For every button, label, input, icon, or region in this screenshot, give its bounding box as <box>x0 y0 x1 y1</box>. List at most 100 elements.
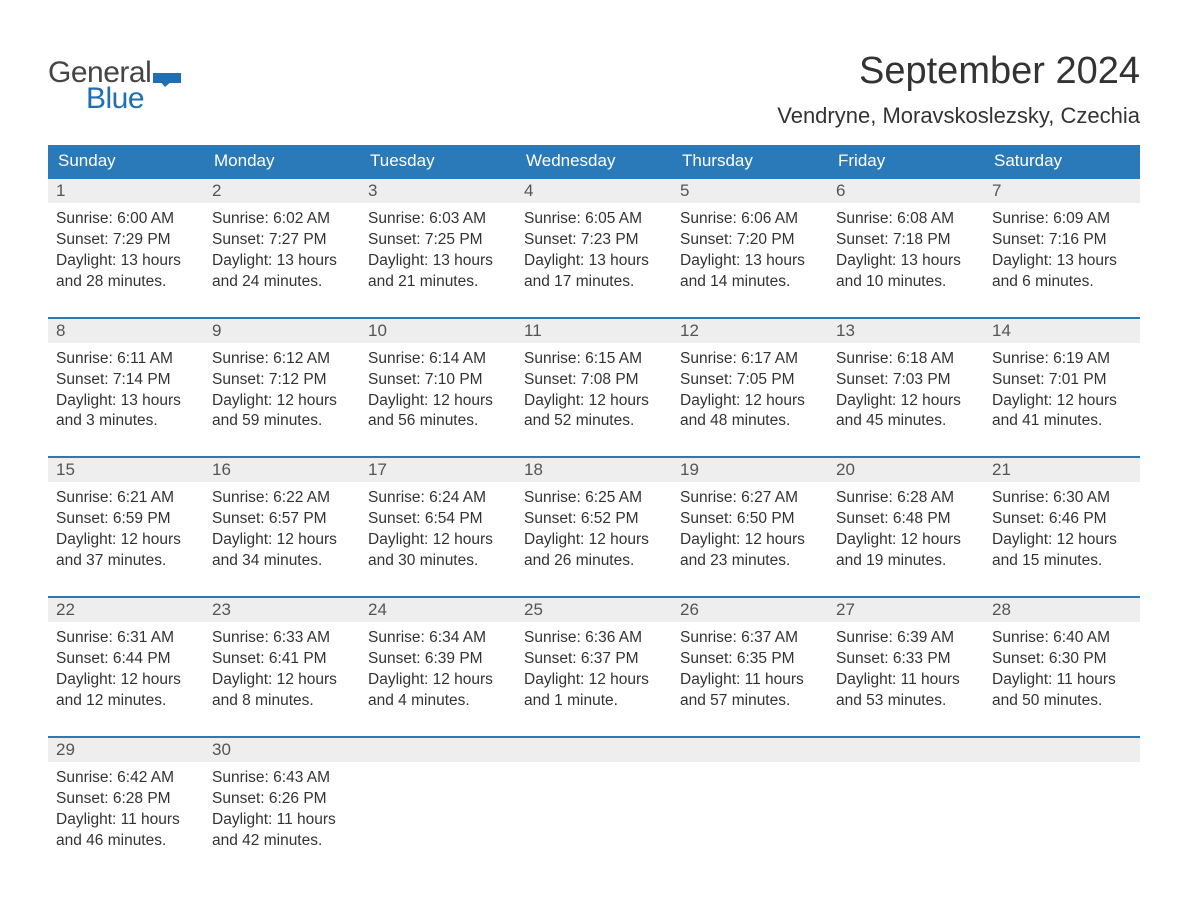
day-number: 5 <box>672 179 828 203</box>
sunrise-line: Sunrise: 6:18 AM <box>836 349 976 370</box>
daylight-line: Daylight: 12 hours and 56 minutes. <box>368 391 508 433</box>
day-number: 22 <box>48 598 204 622</box>
day-number: 30 <box>204 738 360 762</box>
day-number <box>360 738 516 762</box>
days-of-week-header: Sunday Monday Tuesday Wednesday Thursday… <box>48 145 1140 177</box>
week-row: 2930Sunrise: 6:42 AMSunset: 6:28 PMDayli… <box>48 736 1140 858</box>
sunrise-line: Sunrise: 6:33 AM <box>212 628 352 649</box>
sunrise-line: Sunrise: 6:39 AM <box>836 628 976 649</box>
dow-thursday: Thursday <box>672 145 828 177</box>
sunrise-line: Sunrise: 6:27 AM <box>680 488 820 509</box>
brand-logo: General Blue <box>48 58 187 114</box>
day-number: 11 <box>516 319 672 343</box>
day-cell <box>984 762 1140 858</box>
sunset-line: Sunset: 7:23 PM <box>524 230 664 251</box>
sunset-line: Sunset: 6:26 PM <box>212 789 352 810</box>
calendar: Sunday Monday Tuesday Wednesday Thursday… <box>48 145 1140 857</box>
day-number: 29 <box>48 738 204 762</box>
day-cell: Sunrise: 6:05 AMSunset: 7:23 PMDaylight:… <box>516 203 672 299</box>
day-number: 1 <box>48 179 204 203</box>
day-cell: Sunrise: 6:36 AMSunset: 6:37 PMDaylight:… <box>516 622 672 718</box>
day-cell: Sunrise: 6:37 AMSunset: 6:35 PMDaylight:… <box>672 622 828 718</box>
sunrise-line: Sunrise: 6:11 AM <box>56 349 196 370</box>
sunrise-line: Sunrise: 6:19 AM <box>992 349 1132 370</box>
sunset-line: Sunset: 7:18 PM <box>836 230 976 251</box>
day-cell: Sunrise: 6:17 AMSunset: 7:05 PMDaylight:… <box>672 343 828 439</box>
day-number: 8 <box>48 319 204 343</box>
day-body-row: Sunrise: 6:11 AMSunset: 7:14 PMDaylight:… <box>48 343 1140 439</box>
day-cell: Sunrise: 6:27 AMSunset: 6:50 PMDaylight:… <box>672 482 828 578</box>
daylight-line: Daylight: 12 hours and 37 minutes. <box>56 530 196 572</box>
sunset-line: Sunset: 6:39 PM <box>368 649 508 670</box>
day-number: 15 <box>48 458 204 482</box>
day-cell <box>516 762 672 858</box>
sunset-line: Sunset: 6:30 PM <box>992 649 1132 670</box>
day-cell: Sunrise: 6:28 AMSunset: 6:48 PMDaylight:… <box>828 482 984 578</box>
day-number: 24 <box>360 598 516 622</box>
sunset-line: Sunset: 7:12 PM <box>212 370 352 391</box>
day-number: 27 <box>828 598 984 622</box>
day-cell: Sunrise: 6:30 AMSunset: 6:46 PMDaylight:… <box>984 482 1140 578</box>
day-cell: Sunrise: 6:31 AMSunset: 6:44 PMDaylight:… <box>48 622 204 718</box>
sunset-line: Sunset: 7:05 PM <box>680 370 820 391</box>
day-cell: Sunrise: 6:02 AMSunset: 7:27 PMDaylight:… <box>204 203 360 299</box>
day-number: 19 <box>672 458 828 482</box>
sunset-line: Sunset: 6:28 PM <box>56 789 196 810</box>
daynum-band: 891011121314 <box>48 319 1140 343</box>
daylight-line: Daylight: 12 hours and 45 minutes. <box>836 391 976 433</box>
day-number: 12 <box>672 319 828 343</box>
sunrise-line: Sunrise: 6:17 AM <box>680 349 820 370</box>
sunrise-line: Sunrise: 6:09 AM <box>992 209 1132 230</box>
logo-word-blue: Blue <box>86 84 151 114</box>
daylight-line: Daylight: 12 hours and 48 minutes. <box>680 391 820 433</box>
sunrise-line: Sunrise: 6:02 AM <box>212 209 352 230</box>
day-number: 21 <box>984 458 1140 482</box>
sunset-line: Sunset: 7:29 PM <box>56 230 196 251</box>
day-cell: Sunrise: 6:03 AMSunset: 7:25 PMDaylight:… <box>360 203 516 299</box>
daylight-line: Daylight: 12 hours and 4 minutes. <box>368 670 508 712</box>
daylight-line: Daylight: 12 hours and 26 minutes. <box>524 530 664 572</box>
day-number: 14 <box>984 319 1140 343</box>
day-number <box>516 738 672 762</box>
dow-monday: Monday <box>204 145 360 177</box>
daylight-line: Daylight: 12 hours and 30 minutes. <box>368 530 508 572</box>
week-row: 1234567Sunrise: 6:00 AMSunset: 7:29 PMDa… <box>48 177 1140 299</box>
day-cell: Sunrise: 6:14 AMSunset: 7:10 PMDaylight:… <box>360 343 516 439</box>
sunrise-line: Sunrise: 6:30 AM <box>992 488 1132 509</box>
sunset-line: Sunset: 7:16 PM <box>992 230 1132 251</box>
sunrise-line: Sunrise: 6:03 AM <box>368 209 508 230</box>
day-cell <box>360 762 516 858</box>
day-cell: Sunrise: 6:21 AMSunset: 6:59 PMDaylight:… <box>48 482 204 578</box>
sunrise-line: Sunrise: 6:37 AM <box>680 628 820 649</box>
day-number <box>828 738 984 762</box>
daylight-line: Daylight: 12 hours and 1 minute. <box>524 670 664 712</box>
daylight-line: Daylight: 12 hours and 34 minutes. <box>212 530 352 572</box>
day-body-row: Sunrise: 6:31 AMSunset: 6:44 PMDaylight:… <box>48 622 1140 718</box>
week-row: 22232425262728Sunrise: 6:31 AMSunset: 6:… <box>48 596 1140 718</box>
week-row: 15161718192021Sunrise: 6:21 AMSunset: 6:… <box>48 456 1140 578</box>
sunrise-line: Sunrise: 6:08 AM <box>836 209 976 230</box>
day-cell: Sunrise: 6:39 AMSunset: 6:33 PMDaylight:… <box>828 622 984 718</box>
day-number: 6 <box>828 179 984 203</box>
day-cell: Sunrise: 6:11 AMSunset: 7:14 PMDaylight:… <box>48 343 204 439</box>
day-number: 9 <box>204 319 360 343</box>
daylight-line: Daylight: 13 hours and 17 minutes. <box>524 251 664 293</box>
sunset-line: Sunset: 6:59 PM <box>56 509 196 530</box>
daylight-line: Daylight: 12 hours and 19 minutes. <box>836 530 976 572</box>
header-row: General Blue September 2024 Vendryne, Mo… <box>48 50 1140 141</box>
day-number: 13 <box>828 319 984 343</box>
sunset-line: Sunset: 7:20 PM <box>680 230 820 251</box>
day-number <box>984 738 1140 762</box>
day-cell: Sunrise: 6:00 AMSunset: 7:29 PMDaylight:… <box>48 203 204 299</box>
day-number: 18 <box>516 458 672 482</box>
day-cell <box>672 762 828 858</box>
day-cell: Sunrise: 6:43 AMSunset: 6:26 PMDaylight:… <box>204 762 360 858</box>
dow-friday: Friday <box>828 145 984 177</box>
sunrise-line: Sunrise: 6:06 AM <box>680 209 820 230</box>
day-cell: Sunrise: 6:15 AMSunset: 7:08 PMDaylight:… <box>516 343 672 439</box>
week-row: 891011121314Sunrise: 6:11 AMSunset: 7:14… <box>48 317 1140 439</box>
sunset-line: Sunset: 6:44 PM <box>56 649 196 670</box>
day-number: 7 <box>984 179 1140 203</box>
sunset-line: Sunset: 6:52 PM <box>524 509 664 530</box>
day-cell: Sunrise: 6:33 AMSunset: 6:41 PMDaylight:… <box>204 622 360 718</box>
